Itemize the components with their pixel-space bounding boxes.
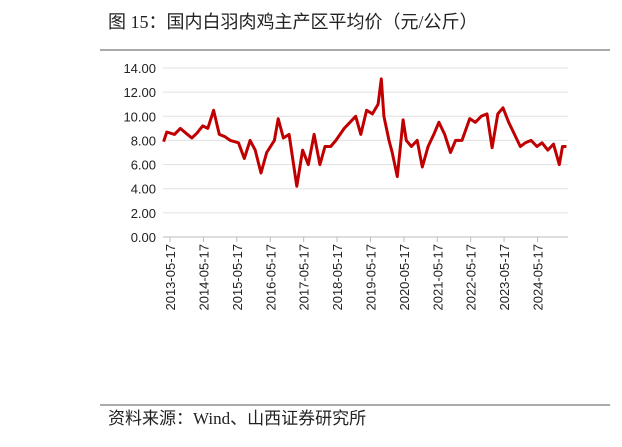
y-tick-label: 14.00: [123, 61, 156, 76]
y-tick-label: 10.00: [123, 109, 156, 124]
y-tick-label: 8.00: [131, 133, 156, 148]
x-tick-label: 2018-05-17: [330, 244, 345, 311]
y-tick-label: 0.00: [131, 230, 156, 245]
y-tick-label: 4.00: [131, 182, 156, 197]
x-tick-label: 2017-05-17: [297, 244, 312, 311]
x-tick-label: 2020-05-17: [397, 244, 412, 311]
x-tick-label: 2019-05-17: [363, 244, 378, 311]
y-tick-label: 12.00: [123, 85, 156, 100]
y-tick-label: 2.00: [131, 206, 156, 221]
price-line: [162, 77, 567, 188]
x-tick-label: 2022-05-17: [464, 244, 479, 311]
x-tick-label: 2014-05-17: [196, 244, 211, 311]
x-tick-label: 2024-05-17: [531, 244, 546, 311]
x-tick-label: 2015-05-17: [230, 244, 245, 311]
source-note: 资料来源：Wind、山西证券研究所: [108, 409, 366, 428]
y-tick-label: 6.00: [131, 158, 156, 173]
x-tick-label: 2023-05-17: [497, 244, 512, 311]
x-tick-label: 2021-05-17: [430, 244, 445, 311]
x-tick-label: 2013-05-17: [163, 244, 178, 311]
chart-title: 图 15：国内白羽肉鸡主产区平均价（元/公斤）: [108, 12, 478, 32]
x-tick-label: 2016-05-17: [263, 244, 278, 311]
